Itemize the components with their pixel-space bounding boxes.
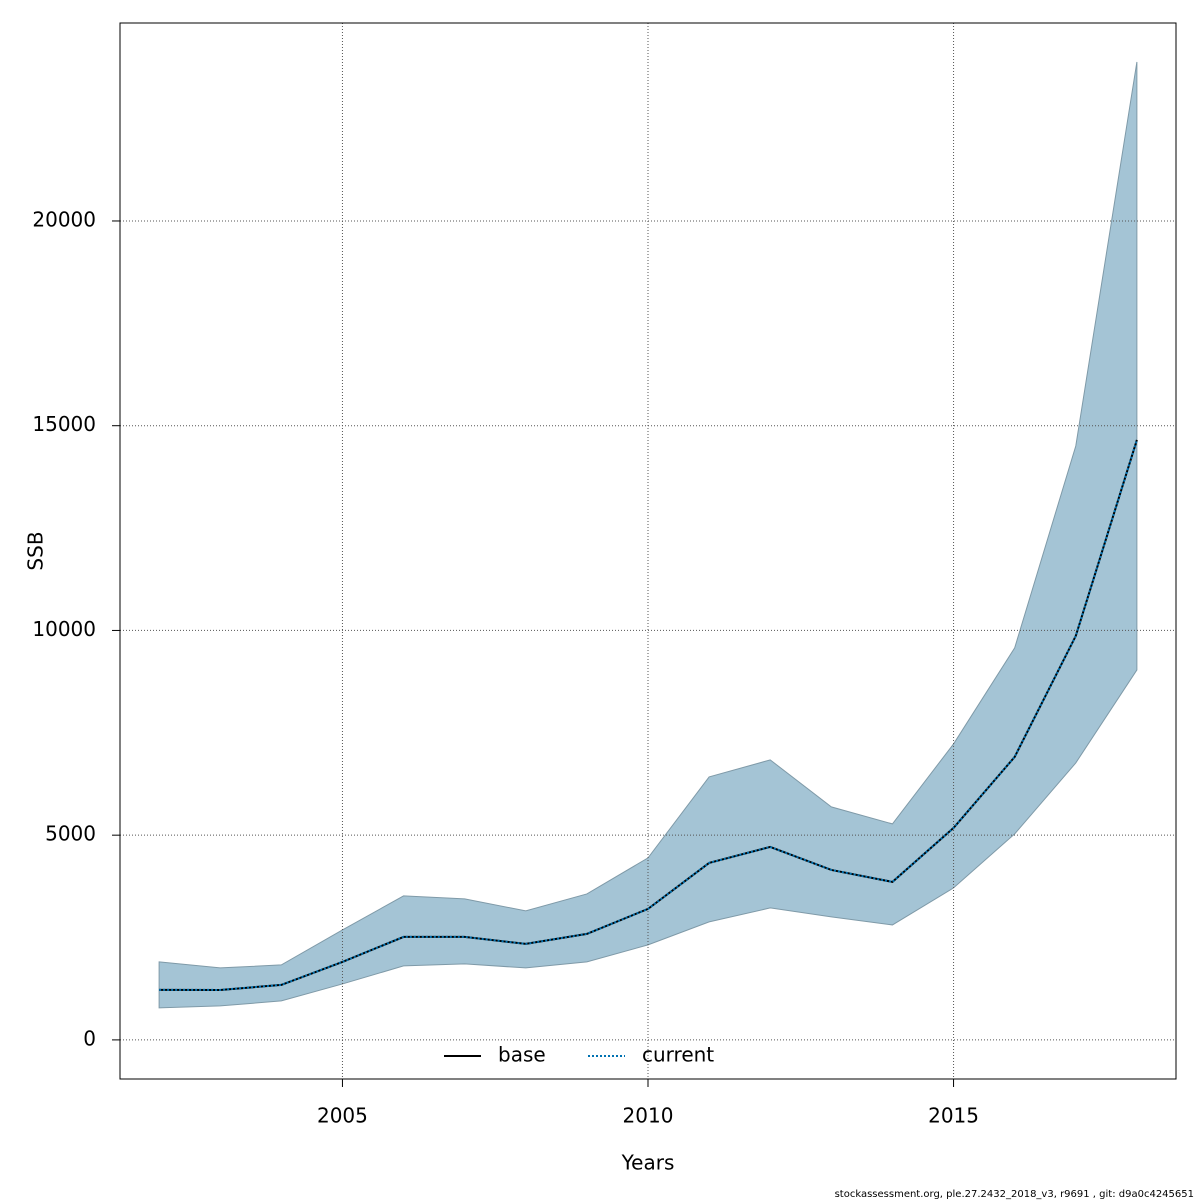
y-tick-label: 15000 [32, 412, 96, 436]
confidence-band [158, 61, 1138, 1009]
x-tick-label: 2005 [317, 1104, 368, 1128]
y-tick-label: 20000 [32, 207, 96, 231]
legend-label: base [498, 1043, 546, 1067]
footer: stockassessment.org, ple.27.2432_2018_v3… [835, 1189, 1194, 1200]
x-tick-label: 2010 [623, 1104, 674, 1128]
legend-label: current [642, 1043, 714, 1067]
y-tick-label: 10000 [32, 617, 96, 641]
y-axis-label: SSB [24, 531, 48, 570]
y-tick-label: 0 [83, 1026, 96, 1050]
series-line [159, 439, 1138, 991]
y-tick-label: 5000 [45, 822, 96, 846]
x-tick-label: 2015 [928, 1104, 979, 1128]
x-axis-label: Years [621, 1151, 675, 1175]
